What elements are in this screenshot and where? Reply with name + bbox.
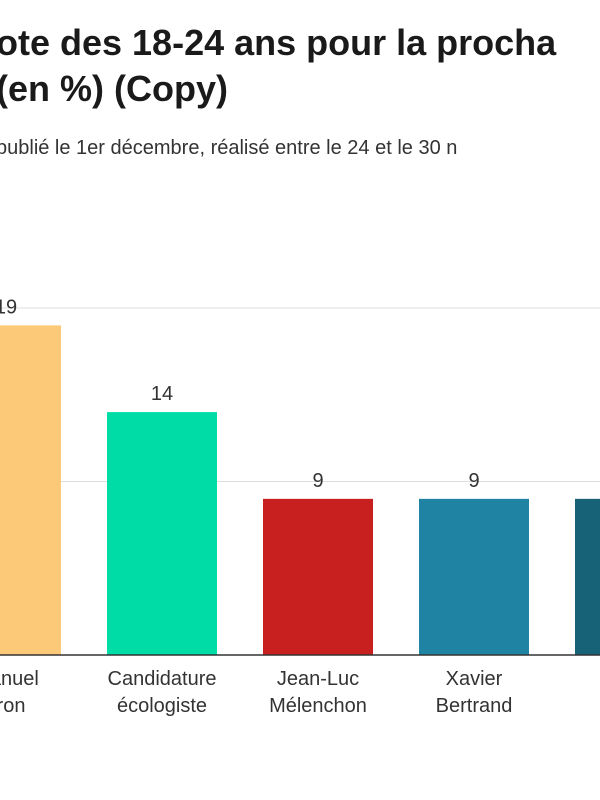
chart-title: ote des 18-24 ans pour la procha (en %) … <box>0 20 600 112</box>
bar-2 <box>263 498 373 655</box>
value-label-1: 14 <box>151 383 173 405</box>
category-label-0-line-2: cron <box>0 695 25 717</box>
category-label-1-line-2: écologiste <box>117 695 207 717</box>
bar-1 <box>107 412 217 655</box>
category-label-2-line-1: Jean-Luc <box>277 668 359 690</box>
value-label-3: 9 <box>468 470 479 492</box>
chart-title-line-1: ote des 18-24 ans pour la procha <box>0 22 557 63</box>
category-label-1-line-1: Candidature <box>108 668 217 690</box>
chart-subtitle: publié le 1er décembre, réalisé entre le… <box>0 137 458 159</box>
chart-title-line-2: (en %) (Copy) <box>0 68 228 109</box>
category-label-3-line-1: Xavier <box>446 668 503 690</box>
value-label-2: 9 <box>312 470 323 492</box>
category-label-2-line-2: Mélenchon <box>269 695 367 717</box>
bar-0 <box>0 325 61 655</box>
bar-4 <box>575 498 600 655</box>
category-label-3-line-2: Bertrand <box>436 695 513 717</box>
bar-3 <box>419 498 529 655</box>
category-label-0-line-1: manuel <box>0 668 39 690</box>
value-label-0: 19 <box>0 296 17 318</box>
